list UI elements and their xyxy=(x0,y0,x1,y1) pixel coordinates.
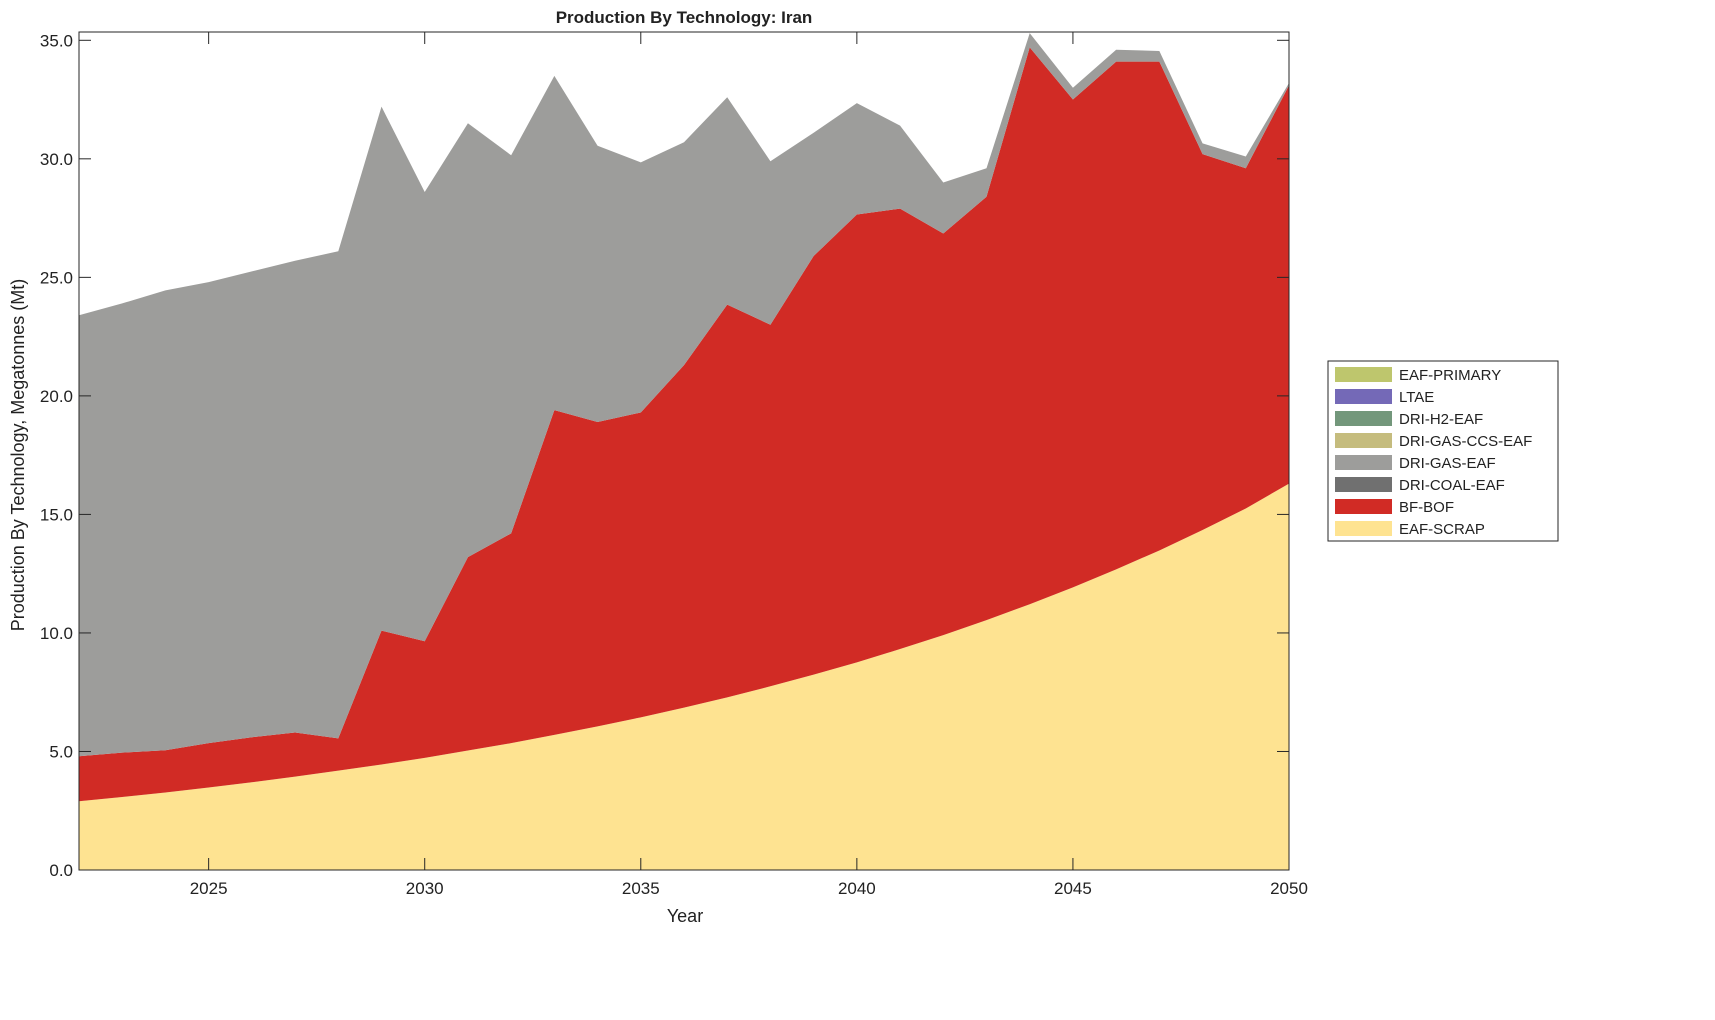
legend-label: BF-BOF xyxy=(1399,499,1454,516)
plot-box xyxy=(78,31,1290,871)
x-tick-label: 2040 xyxy=(838,879,876,898)
chart-title: Production By Technology: Iran xyxy=(556,8,813,27)
axes: 0.0 5.0 10.0 15.0 20.0 25.0 30.0 35.0 2025 2030 20… xyxy=(40,31,1308,898)
legend-label: DRI-GAS-EAF xyxy=(1399,455,1496,472)
legend-swatch xyxy=(1335,433,1392,448)
legend-label: DRI-GAS-CCS-EAF xyxy=(1399,433,1532,450)
legend-label: LTAE xyxy=(1399,389,1434,406)
legend-swatch xyxy=(1335,455,1392,470)
y-tick-label: 5.0 xyxy=(49,742,73,761)
y-tick-label: 30.0 xyxy=(40,150,73,169)
legend-label: EAF-SCRAP xyxy=(1399,521,1485,538)
legend: EAF-PRIMARY LTAE DRI-H2-EAF DRI-GAS-CCS-EAF… xyxy=(1327,360,1559,542)
legend-swatch xyxy=(1335,499,1392,514)
legend-swatch xyxy=(1335,389,1392,404)
area-bf-bof xyxy=(79,47,1289,802)
area-eaf-scrap xyxy=(79,483,1289,870)
legend-swatch xyxy=(1335,411,1392,426)
legend-label: EAF-PRIMARY xyxy=(1399,367,1501,384)
y-tick-label: 15.0 xyxy=(40,505,73,524)
legend-swatch xyxy=(1335,367,1392,382)
area-layers xyxy=(79,33,1289,870)
y-tick-label: 20.0 xyxy=(40,387,73,406)
y-tick-label: 0.0 xyxy=(49,861,73,880)
area-dri-gas-eaf xyxy=(79,33,1289,757)
x-tick-label: 2035 xyxy=(622,879,660,898)
x-tick-label: 2025 xyxy=(190,879,228,898)
legend-label: DRI-H2-EAF xyxy=(1399,411,1483,428)
x-tick-label: 2045 xyxy=(1054,879,1092,898)
x-axis-label: Year xyxy=(667,906,703,926)
y-tick-label: 10.0 xyxy=(40,624,73,643)
y-axis-label: Production By Technology, Megatonnes (Mt… xyxy=(8,279,28,632)
legend-label: DRI-COAL-EAF xyxy=(1399,477,1505,494)
y-tick-label: 35.0 xyxy=(40,31,73,50)
legend-swatch xyxy=(1335,521,1392,536)
y-tick-label: 25.0 xyxy=(40,268,73,287)
legend-swatch xyxy=(1335,477,1392,492)
x-tick-label: 2050 xyxy=(1270,879,1308,898)
x-tick-label: 2030 xyxy=(406,879,444,898)
